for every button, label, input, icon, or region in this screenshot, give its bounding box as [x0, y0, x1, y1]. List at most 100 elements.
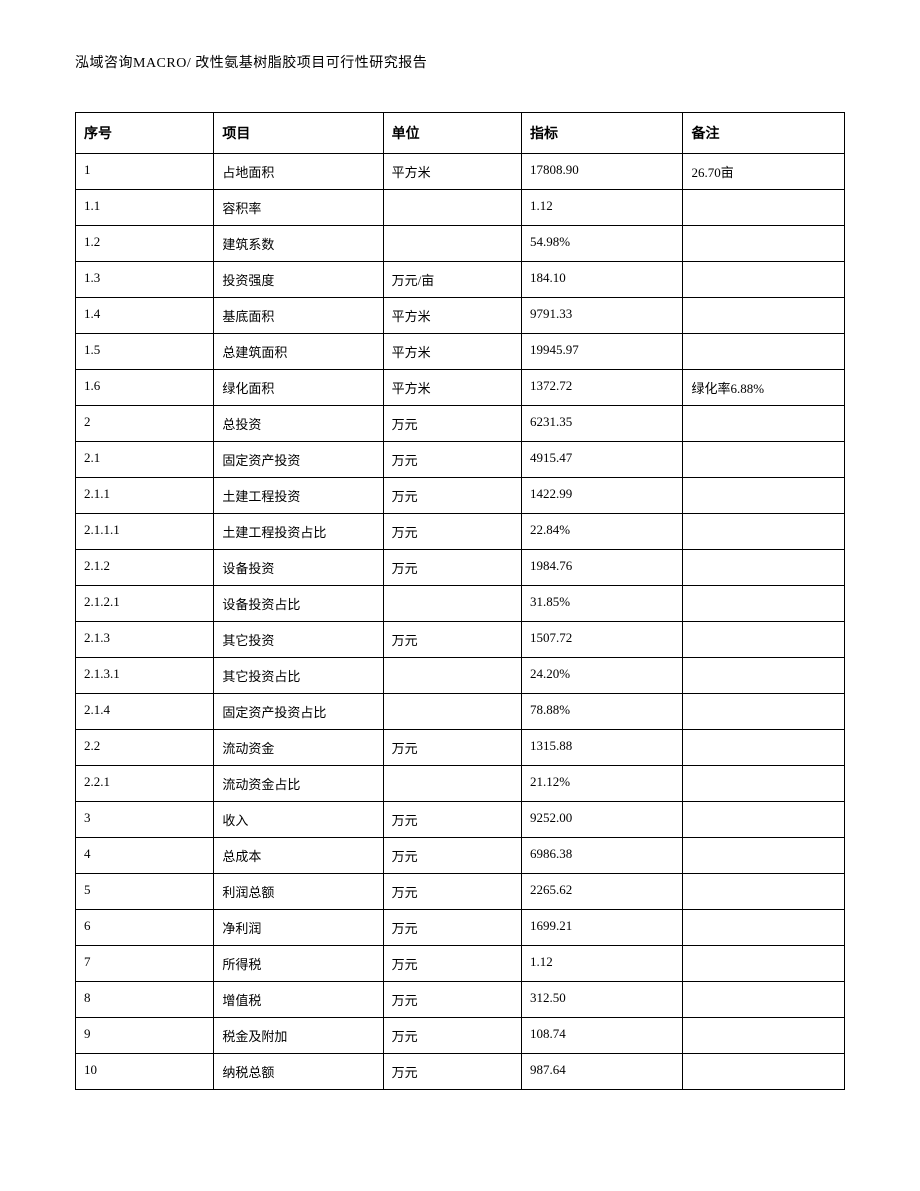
- table-cell: 2.1.1: [76, 478, 214, 514]
- table-cell: 1: [76, 154, 214, 190]
- table-row: 10纳税总额万元987.64: [76, 1054, 845, 1090]
- table-cell: 绿化面积: [214, 370, 383, 406]
- table-cell: [683, 478, 845, 514]
- table-row: 2.1.2设备投资万元1984.76: [76, 550, 845, 586]
- table-row: 2.2.1流动资金占比21.12%: [76, 766, 845, 802]
- table-cell: 收入: [214, 802, 383, 838]
- table-cell: 容积率: [214, 190, 383, 226]
- table-cell: 绿化率6.88%: [683, 370, 845, 406]
- table-cell: 2.1: [76, 442, 214, 478]
- table-cell: 土建工程投资占比: [214, 514, 383, 550]
- table-row: 1.5总建筑面积平方米19945.97: [76, 334, 845, 370]
- table-cell: [683, 406, 845, 442]
- table-cell: [683, 226, 845, 262]
- table-row: 5利润总额万元2265.62: [76, 874, 845, 910]
- table-cell: 设备投资占比: [214, 586, 383, 622]
- table-cell: [383, 766, 521, 802]
- table-cell: 987.64: [521, 1054, 682, 1090]
- table-cell: 9791.33: [521, 298, 682, 334]
- table-cell: [683, 766, 845, 802]
- table-row: 1.1容积率1.12: [76, 190, 845, 226]
- table-cell: 万元: [383, 622, 521, 658]
- table-cell: 2.1.1.1: [76, 514, 214, 550]
- table-cell: 增值税: [214, 982, 383, 1018]
- table-cell: 税金及附加: [214, 1018, 383, 1054]
- col-header-seq: 序号: [76, 113, 214, 154]
- table-cell: 万元: [383, 406, 521, 442]
- table-cell: 312.50: [521, 982, 682, 1018]
- table-row: 2.1.3其它投资万元1507.72: [76, 622, 845, 658]
- table-cell: 总成本: [214, 838, 383, 874]
- table-cell: [683, 1054, 845, 1090]
- table-cell: [683, 622, 845, 658]
- table-cell: 万元: [383, 1018, 521, 1054]
- table-cell: 万元: [383, 910, 521, 946]
- table-row: 1.6绿化面积平方米1372.72绿化率6.88%: [76, 370, 845, 406]
- table-cell: 2.1.2: [76, 550, 214, 586]
- table-cell: 1699.21: [521, 910, 682, 946]
- table-cell: 108.74: [521, 1018, 682, 1054]
- table-cell: 设备投资: [214, 550, 383, 586]
- table-cell: 净利润: [214, 910, 383, 946]
- table-cell: [383, 694, 521, 730]
- table-cell: 万元: [383, 550, 521, 586]
- table-cell: [683, 550, 845, 586]
- table-cell: 万元: [383, 730, 521, 766]
- table-cell: 万元: [383, 874, 521, 910]
- table-cell: 4: [76, 838, 214, 874]
- table-cell: 总投资: [214, 406, 383, 442]
- table-cell: 17808.90: [521, 154, 682, 190]
- table-cell: 1372.72: [521, 370, 682, 406]
- table-cell: 24.20%: [521, 658, 682, 694]
- table-cell: [683, 1018, 845, 1054]
- table-row: 2.1.1土建工程投资万元1422.99: [76, 478, 845, 514]
- table-cell: 1.4: [76, 298, 214, 334]
- table-cell: 利润总额: [214, 874, 383, 910]
- table-cell: 2.1.4: [76, 694, 214, 730]
- table-row: 3收入万元9252.00: [76, 802, 845, 838]
- table-row: 2.2流动资金万元1315.88: [76, 730, 845, 766]
- table-cell: 184.10: [521, 262, 682, 298]
- table-cell: 流动资金占比: [214, 766, 383, 802]
- table-row: 2.1.1.1土建工程投资占比万元22.84%: [76, 514, 845, 550]
- table-cell: 2.2: [76, 730, 214, 766]
- table-cell: [683, 514, 845, 550]
- table-cell: [683, 262, 845, 298]
- table-cell: 2.2.1: [76, 766, 214, 802]
- table-row: 1占地面积平方米17808.9026.70亩: [76, 154, 845, 190]
- table-cell: [683, 838, 845, 874]
- table-cell: 平方米: [383, 370, 521, 406]
- table-cell: 26.70亩: [683, 154, 845, 190]
- table-cell: [383, 658, 521, 694]
- table-cell: 9252.00: [521, 802, 682, 838]
- table-cell: 投资强度: [214, 262, 383, 298]
- table-cell: 4915.47: [521, 442, 682, 478]
- table-row: 2总投资万元6231.35: [76, 406, 845, 442]
- table-row: 1.2建筑系数54.98%: [76, 226, 845, 262]
- table-cell: [683, 946, 845, 982]
- table-cell: 31.85%: [521, 586, 682, 622]
- table-row: 2.1.3.1其它投资占比24.20%: [76, 658, 845, 694]
- table-cell: 平方米: [383, 298, 521, 334]
- table-cell: 万元: [383, 946, 521, 982]
- table-cell: [683, 334, 845, 370]
- table-cell: [683, 874, 845, 910]
- document-header: 泓域咨询MACRO/ 改性氨基树脂胶项目可行性研究报告: [75, 52, 845, 72]
- table-cell: 7: [76, 946, 214, 982]
- table-row: 6净利润万元1699.21: [76, 910, 845, 946]
- table-cell: 2.1.2.1: [76, 586, 214, 622]
- table-row: 2.1固定资产投资万元4915.47: [76, 442, 845, 478]
- table-cell: [383, 190, 521, 226]
- table-cell: 万元: [383, 478, 521, 514]
- table-cell: [683, 910, 845, 946]
- table-cell: 78.88%: [521, 694, 682, 730]
- table-row: 9税金及附加万元108.74: [76, 1018, 845, 1054]
- table-cell: 占地面积: [214, 154, 383, 190]
- col-header-unit: 单位: [383, 113, 521, 154]
- col-header-item: 项目: [214, 113, 383, 154]
- table-cell: [683, 658, 845, 694]
- table-cell: 2: [76, 406, 214, 442]
- table-cell: [683, 982, 845, 1018]
- table-cell: 1.2: [76, 226, 214, 262]
- table-cell: 6986.38: [521, 838, 682, 874]
